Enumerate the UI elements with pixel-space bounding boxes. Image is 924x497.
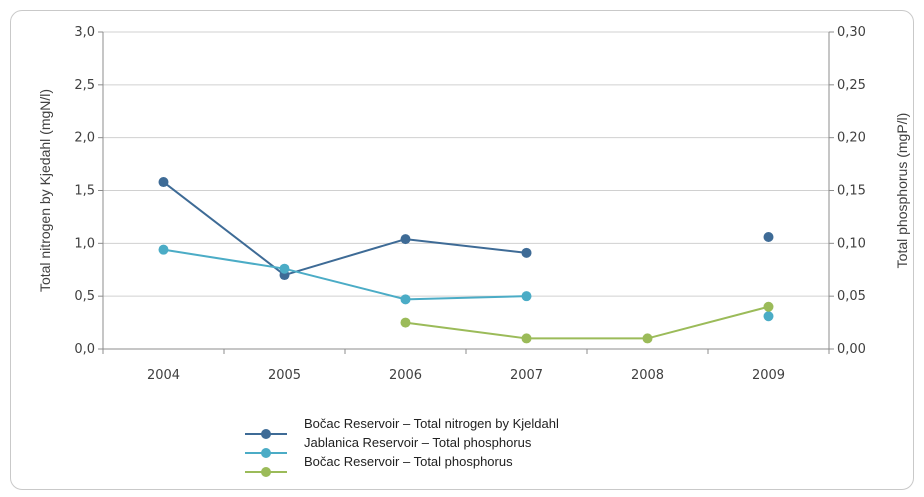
- series-1-point: [521, 247, 532, 258]
- series-3-point: [763, 301, 774, 312]
- series-2-point: [521, 291, 532, 302]
- series-1-point: [158, 177, 169, 188]
- series-2-point: [158, 244, 169, 255]
- right-tick-label: 0,15: [837, 184, 866, 199]
- x-tick-label: 2007: [510, 368, 543, 383]
- series-points: [158, 177, 774, 344]
- legend-label: Bočac Reservoir – Total phosphorus: [304, 454, 513, 469]
- x-axis-ticks: 2004 2005 2006 2007 2008 2009: [147, 368, 785, 383]
- grid-lines: [103, 31, 829, 297]
- x-tick-label: 2008: [631, 368, 664, 383]
- legend: Bočac Reservoir – Total nitrogen by Kjel…: [245, 416, 559, 477]
- series-lines: [162, 181, 769, 340]
- left-y-axis-label: Total nitrogen by Kjedahl (mgN/l): [37, 89, 53, 292]
- left-tick-label: 3,0: [74, 25, 95, 40]
- right-y-axis-ticks: 0,00 0,05 0,10 0,15 0,20 0,25 0,30: [837, 25, 866, 357]
- legend-swatch-marker: [261, 429, 271, 439]
- series-1-point: [763, 231, 774, 242]
- series-3-point: [400, 317, 411, 328]
- right-tick-label: 0,00: [837, 342, 866, 357]
- right-tick-label: 0,30: [837, 25, 866, 40]
- x-tick-label: 2009: [752, 368, 785, 383]
- x-tick-label: 2006: [389, 368, 422, 383]
- axes: [98, 31, 834, 354]
- series-3-point: [521, 333, 532, 344]
- legend-label: Bočac Reservoir – Total nitrogen by Kjel…: [304, 416, 559, 431]
- right-tick-label: 0,20: [837, 131, 866, 146]
- left-y-axis-ticks: 0,0 0,5 1,0 1,5 2,0 2,5 3,0: [74, 25, 95, 357]
- right-tick-label: 0,05: [837, 289, 866, 304]
- left-tick-label: 1,0: [74, 236, 95, 251]
- series-1-point: [400, 234, 411, 245]
- series-line-3: [405, 305, 769, 340]
- left-tick-label: 2,5: [74, 78, 95, 93]
- legend-swatch-marker: [261, 467, 271, 477]
- series-2-point: [763, 311, 774, 322]
- right-tick-label: 0,10: [837, 236, 866, 251]
- left-tick-label: 2,0: [74, 131, 95, 146]
- series-line-2: [163, 248, 527, 301]
- left-tick-label: 0,0: [74, 342, 95, 357]
- right-tick-label: 0,25: [837, 78, 866, 93]
- series-2-point: [279, 263, 290, 274]
- series-2-point: [400, 294, 411, 305]
- series-3-point: [642, 333, 653, 344]
- left-tick-label: 1,5: [74, 184, 95, 199]
- series-line-1: [162, 181, 527, 277]
- left-tick-label: 0,5: [74, 289, 95, 304]
- x-tick-label: 2004: [147, 368, 180, 383]
- legend-swatch-marker: [261, 448, 271, 458]
- x-tick-label: 2005: [268, 368, 301, 383]
- legend-label: Jablanica Reservoir – Total phosphorus: [304, 435, 532, 450]
- right-y-axis-label: Total phosphorus (mgP/l): [894, 113, 910, 269]
